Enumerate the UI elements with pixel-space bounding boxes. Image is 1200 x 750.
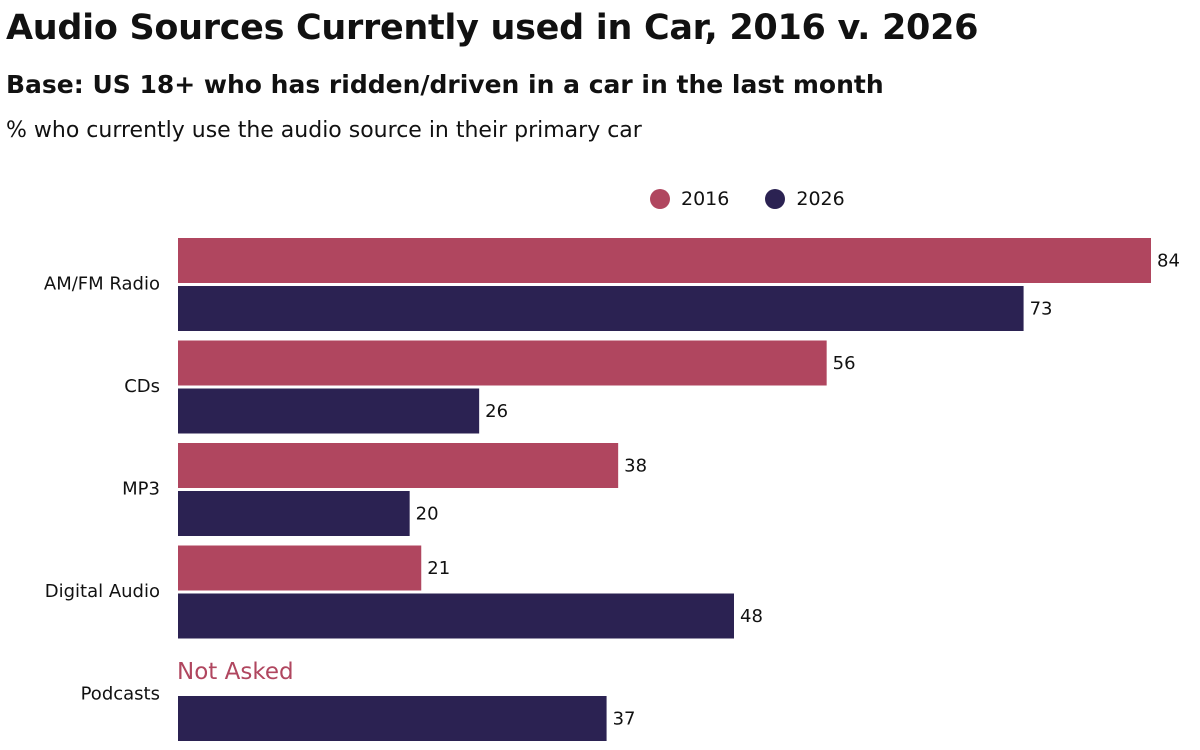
category-label-podcasts: Podcasts	[81, 684, 160, 705]
legend-label-2026: 2026	[796, 188, 845, 210]
legend-item-2016: 2016	[650, 188, 729, 210]
category-label-digital-audio: Digital Audio	[45, 581, 160, 602]
value-label-mp3-2016: 38	[624, 456, 647, 477]
value-label-am-fm-radio-2026: 73	[1030, 299, 1053, 320]
value-label-podcasts-2026: 37	[613, 709, 636, 730]
category-label-cds: CDs	[124, 376, 160, 397]
value-label-cds-2016: 56	[833, 353, 856, 374]
chart-legend: 2016 2026	[650, 188, 881, 210]
bar-am-fm-radio-2026	[178, 286, 1024, 331]
value-label-digital-audio-2016: 21	[427, 558, 450, 579]
bar-mp3-2026	[178, 491, 410, 536]
value-label-mp3-2026: 20	[416, 504, 439, 525]
bar-am-fm-radio-2016	[178, 238, 1151, 283]
chart-title: Audio Sources Currently used in Car, 201…	[6, 8, 979, 48]
bar-digital-audio-2016	[178, 545, 422, 591]
chart-note: % who currently use the audio source in …	[6, 118, 642, 143]
chart-subtitle: Base: US 18+ who has ridden/driven in a …	[6, 70, 884, 99]
bar-mp3-2016	[178, 443, 619, 488]
legend-swatch-2016	[650, 189, 670, 209]
bar-digital-audio-2026	[178, 593, 734, 639]
legend-label-2016: 2016	[681, 188, 730, 210]
value-label-digital-audio-2026: 48	[740, 606, 763, 627]
annotation-podcasts-2016: Not Asked	[177, 659, 294, 685]
category-label-am-fm-radio: AM/FM Radio	[44, 274, 160, 295]
bar-cds-2016	[178, 340, 827, 386]
category-label-mp3: MP3	[122, 479, 160, 500]
value-label-am-fm-radio-2016: 84	[1157, 251, 1180, 272]
bar-cds-2026	[178, 388, 480, 434]
legend-swatch-2026	[765, 189, 786, 209]
bar-podcasts-2026	[178, 696, 607, 741]
legend-item-2026: 2026	[765, 188, 845, 210]
value-label-cds-2026: 26	[485, 401, 508, 422]
